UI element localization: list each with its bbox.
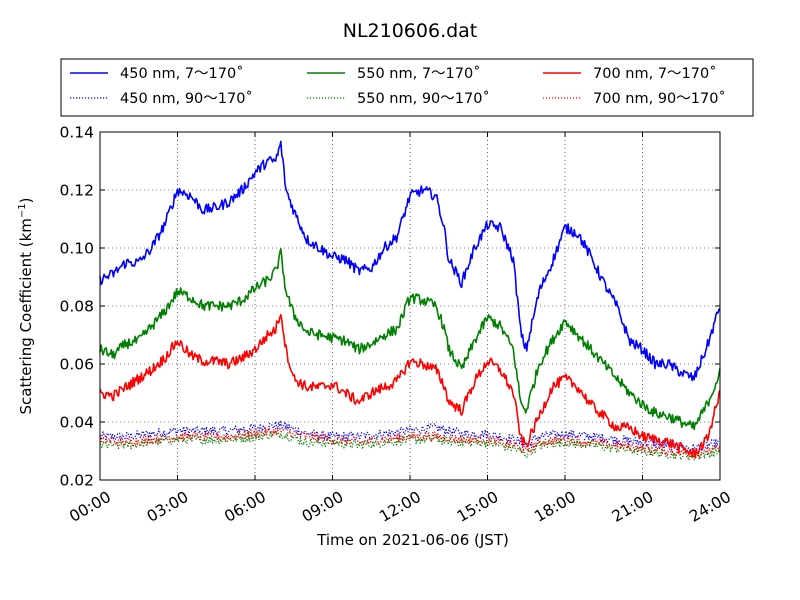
grid-lines (100, 132, 720, 480)
x-tick-label: 15:00 (454, 488, 502, 526)
y-axis-label-main: Scattering Coefficient (km (17, 218, 35, 414)
y-tick-label: 0.14 (59, 124, 94, 142)
series-line (99, 248, 721, 431)
series-line (99, 429, 721, 462)
legend-label: 550 nm, 90～170˚ (357, 90, 490, 107)
x-tick-label: 03:00 (144, 488, 192, 526)
x-tick-label: 06:00 (221, 488, 269, 526)
legend-label: 550 nm, 7～170˚ (357, 65, 480, 82)
y-tick-label: 0.12 (59, 182, 94, 200)
y-axis: 0.02 0.04 0.06 0.08 0.10 0.12 0.14 (59, 124, 720, 490)
x-tick-label: 00:00 (66, 488, 114, 526)
series-line (99, 419, 721, 452)
legend-box (60, 58, 754, 117)
y-tick-label: 0.10 (59, 240, 94, 258)
y-tick-label: 0.06 (59, 356, 94, 374)
series-layer (99, 140, 721, 462)
legend: 450 nm, 7～170˚ 550 nm, 7～170˚ 700 nm, 7～17… (60, 58, 754, 117)
y-axis-label-suffix: ) (17, 197, 35, 203)
legend-label: 700 nm, 7～170˚ (593, 65, 716, 82)
x-tick-label: 24:00 (686, 488, 734, 526)
x-tick-label: 18:00 (531, 488, 579, 526)
chart-title: NL210606.dat (343, 20, 478, 42)
y-axis-label-exponent: −1 (17, 203, 28, 218)
series-line (99, 140, 721, 382)
y-tick-label: 0.08 (59, 298, 94, 316)
legend-label: 450 nm, 90～170˚ (120, 90, 253, 107)
series-line (99, 313, 721, 458)
y-tick-label: 0.02 (59, 472, 94, 490)
y-axis-label: Scattering Coefficient (km−1) (17, 197, 35, 414)
x-tick-label: 12:00 (376, 488, 424, 526)
x-axis: 00:00 03:00 06:00 09:00 12:00 15:00 18:00 21:00… (66, 132, 734, 526)
x-axis-label: Time on 2021-06-06 (JST) (316, 531, 509, 549)
legend-label: 450 nm, 7～170˚ (120, 65, 243, 82)
x-tick-label: 09:00 (299, 488, 347, 526)
series-line (99, 426, 721, 459)
legend-label: 700 nm, 90～170˚ (593, 90, 726, 107)
y-tick-label: 0.04 (59, 414, 94, 432)
x-tick-label: 21:00 (609, 488, 657, 526)
